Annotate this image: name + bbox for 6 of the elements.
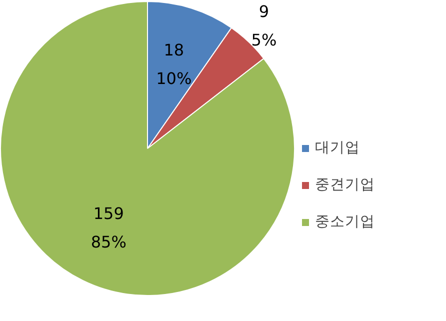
data-label: 9 5% — [251, 2, 277, 50]
legend-label: 중소기업 — [315, 212, 375, 231]
legend-label: 대기업 — [315, 138, 360, 157]
data-label: 18 10% — [156, 40, 192, 88]
data-label: 159 85% — [90, 204, 126, 252]
legend-label: 중견기업 — [315, 175, 375, 194]
